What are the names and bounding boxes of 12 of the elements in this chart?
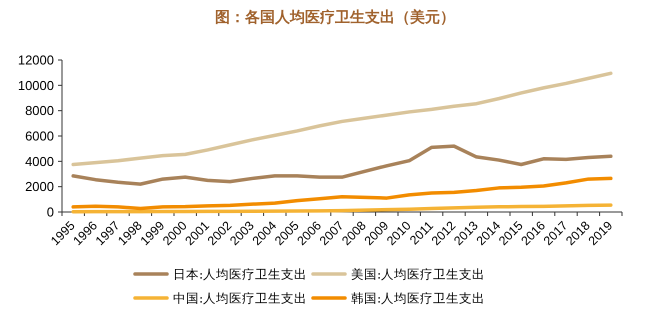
legend-label: 中国:人均医疗卫生支出 bbox=[173, 290, 308, 306]
y-tick-label: 0 bbox=[46, 204, 54, 220]
y-tick-label: 6000 bbox=[25, 128, 54, 144]
legend-label: 韩国:人均医疗卫生支出 bbox=[351, 290, 486, 306]
y-tick-label: 12000 bbox=[18, 52, 54, 68]
legend-label: 日本:人均医疗卫生支出 bbox=[173, 266, 308, 282]
y-tick-label: 2000 bbox=[25, 179, 54, 194]
y-tick-label: 10000 bbox=[18, 78, 54, 93]
title: 图：各国人均医疗卫生支出（美元） bbox=[215, 8, 455, 26]
y-tick-label: 4000 bbox=[25, 154, 54, 169]
legend-label: 美国:人均医疗卫生支出 bbox=[351, 266, 486, 282]
y-tick-label: 8000 bbox=[25, 103, 54, 118]
